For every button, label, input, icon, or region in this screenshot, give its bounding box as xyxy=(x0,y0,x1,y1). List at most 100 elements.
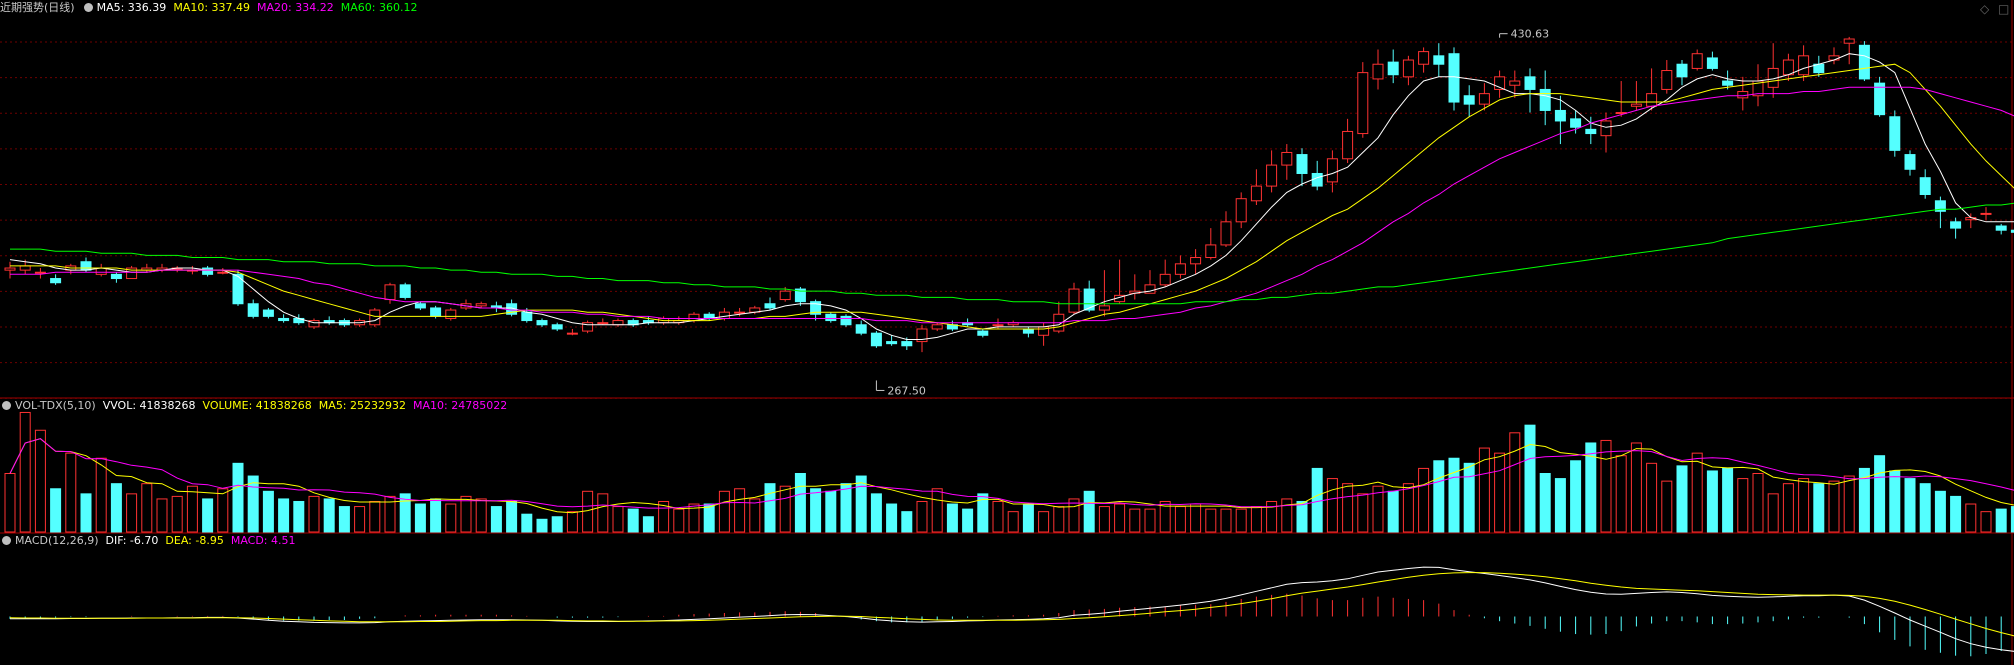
volume-bar xyxy=(1950,495,1962,533)
candle-body xyxy=(1296,154,1308,174)
candle-body xyxy=(886,341,898,345)
volume-bar xyxy=(977,493,989,533)
candle-body xyxy=(1691,53,1703,69)
candle-body xyxy=(262,309,274,317)
volume-bar xyxy=(1281,498,1293,533)
candle-body xyxy=(1858,44,1870,80)
candle-body xyxy=(1068,288,1080,313)
volume-bar xyxy=(1433,460,1445,533)
volume-bar xyxy=(642,516,654,533)
diamond-icon[interactable]: ◇ xyxy=(1980,2,1990,16)
candle-body xyxy=(19,265,31,271)
candle-body xyxy=(1463,95,1475,105)
volume-bar xyxy=(1220,508,1232,533)
volume-bar xyxy=(551,516,563,533)
circle-icon[interactable] xyxy=(2,536,11,545)
volume-bar xyxy=(399,493,411,533)
volume-bar xyxy=(1129,508,1141,533)
price-panel[interactable] xyxy=(4,36,2014,353)
macd-panel[interactable] xyxy=(9,566,2014,657)
annotation-label: 430.63 xyxy=(1511,28,1550,41)
candle-body xyxy=(1433,55,1445,65)
volume-panel[interactable] xyxy=(4,411,2014,533)
volume-bar xyxy=(1372,485,1384,533)
volume-bar xyxy=(688,503,700,533)
volume-bar xyxy=(1874,455,1886,533)
volume-bar xyxy=(1934,490,1946,533)
volume-value: VOLUME: 41838268 xyxy=(202,399,312,412)
volume-bar xyxy=(992,500,1004,533)
circle-icon[interactable] xyxy=(83,3,93,12)
volume-bar xyxy=(794,473,806,533)
candle-body xyxy=(1509,80,1521,86)
candle-body xyxy=(1326,158,1338,183)
volume-bar xyxy=(1418,467,1430,533)
candle-body xyxy=(1448,53,1460,103)
candle-body xyxy=(1190,257,1202,265)
volume-bar xyxy=(627,508,639,533)
dif-value: DIF: -6.70 xyxy=(105,534,159,547)
volume-bar xyxy=(1357,493,1369,533)
volume-bar xyxy=(1494,452,1506,533)
candle-body xyxy=(1539,88,1551,111)
ma60-value: MA60: 360.12 xyxy=(340,1,418,14)
volume-bar xyxy=(4,473,16,533)
candle-body xyxy=(1342,130,1354,160)
candle-body xyxy=(870,332,882,347)
candle-body xyxy=(551,324,563,330)
circle-icon[interactable] xyxy=(2,401,11,410)
vol-ma10-value: MA10: 24785022 xyxy=(413,399,508,412)
volume-bar xyxy=(1098,506,1110,533)
candle-body xyxy=(1524,76,1536,90)
candle-body xyxy=(1843,38,1855,44)
volume-bar xyxy=(962,508,974,533)
candle-body xyxy=(810,301,822,315)
volume-bar xyxy=(460,495,472,533)
volume-bar xyxy=(1782,483,1794,533)
candle-body xyxy=(369,309,381,326)
volume-bar xyxy=(1478,447,1490,533)
volume-bar xyxy=(855,475,867,533)
volume-bar xyxy=(475,498,487,533)
volume-bar xyxy=(1646,462,1658,533)
vol-ma5-value: MA5: 25232932 xyxy=(318,399,407,412)
volume-bar xyxy=(1843,475,1855,533)
volume-bar xyxy=(1509,432,1521,533)
candle-body xyxy=(430,307,442,317)
candle-body xyxy=(1646,93,1658,107)
volume-bar xyxy=(946,503,958,533)
volume-ma5-line xyxy=(9,438,2014,514)
volume-bar xyxy=(1342,483,1354,533)
candle-body xyxy=(80,261,92,271)
volume-bar xyxy=(50,488,62,533)
candle-body xyxy=(1494,76,1506,90)
candle-body xyxy=(840,315,852,326)
candle-body xyxy=(278,317,290,322)
candle-body xyxy=(734,311,746,314)
volume-bar xyxy=(582,490,594,533)
square-icon[interactable]: □ xyxy=(1998,2,2010,16)
volume-bar xyxy=(1144,508,1156,533)
volume-bar xyxy=(1311,467,1323,533)
volume-bar xyxy=(1630,442,1642,533)
volume-bar xyxy=(1235,508,1247,533)
candle-body xyxy=(764,303,776,309)
volume-bar xyxy=(262,490,274,533)
annotation-label: 267.50 xyxy=(887,384,926,397)
candle-body xyxy=(4,267,16,271)
volume-bar xyxy=(1691,452,1703,533)
candle-body xyxy=(1478,93,1490,105)
volume-bar xyxy=(490,506,502,533)
volume-bar xyxy=(886,503,898,533)
volume-bar xyxy=(1570,460,1582,533)
volume-bar xyxy=(870,493,882,533)
volume-bar xyxy=(1463,462,1475,533)
volume-bar xyxy=(278,498,290,533)
volume-bar xyxy=(1661,480,1673,533)
annotations: 430.63 267.50 xyxy=(875,28,1550,397)
volume-bar xyxy=(506,500,518,533)
candle-body xyxy=(1889,116,1901,151)
candle-body xyxy=(1570,118,1582,128)
candle-body xyxy=(536,320,548,326)
